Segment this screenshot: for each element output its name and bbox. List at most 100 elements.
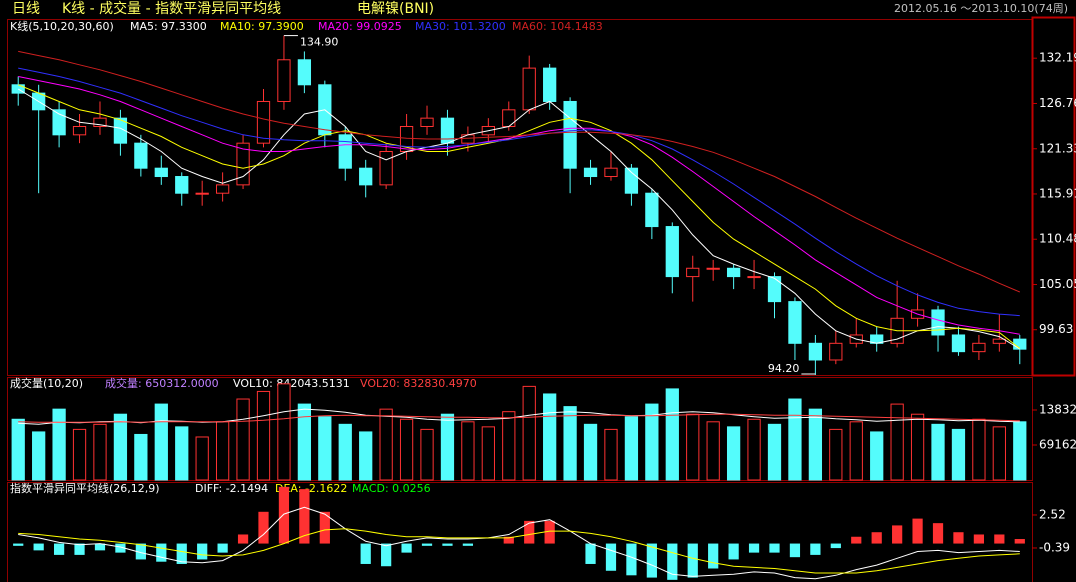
volume-bar [175,426,189,481]
macd-bar [830,543,841,549]
candle-body [604,167,618,178]
volume-bar [686,413,700,481]
macd-title: 指数平滑异同平均线(26,12,9) [10,481,160,495]
macd-bar [1014,539,1025,544]
legend-entry: MA60: 104.1483 [512,20,603,33]
candle-body [951,334,966,353]
candle-body [502,109,516,127]
macd-bar [33,543,44,551]
candle-body [195,192,209,195]
volume-bar [849,421,863,481]
macd-bar [932,523,944,544]
price-title: K线(5,10,20,30,60) [10,19,114,33]
y-tick-label: 115.91 [1039,186,1076,200]
macd-bar [524,520,535,544]
volume-bar [788,398,802,481]
macd-bar [94,543,106,551]
macd-bar [197,543,208,560]
symbol: 电解镍(BNI) [357,1,434,17]
volume-bar [1013,421,1027,481]
macd-bar [728,543,739,560]
macd-bar [892,525,903,544]
candle-body [420,117,434,127]
macd-bar [871,532,882,544]
volume-bar [256,390,271,481]
candle-body [72,125,87,136]
candle-body [992,338,1006,344]
volume-bar [359,431,373,481]
line [18,84,1021,349]
macd-bar [53,543,65,555]
volume-bar [808,408,823,481]
volume-bar [563,406,577,481]
candle-body [543,67,557,102]
date-range: 2012.05.16 ～2013.10.10(74周) [894,2,1068,15]
macd-bar [994,534,1005,544]
candle-body [134,142,148,169]
y-tick-label: -0.39 [1039,540,1070,554]
legend-entry: MA20: 99.0925 [318,20,402,33]
macd-bar [953,532,964,544]
candle-body [277,59,291,102]
macd-bar [769,543,780,553]
macd-bar [258,511,269,544]
candle-body [175,176,189,194]
candle-body [215,184,230,194]
legend-entry: VOL20: 832830.4970 [360,377,477,390]
volume-bar [645,403,659,481]
candle-body [154,167,168,178]
line [18,506,1020,580]
candle-body [972,342,986,353]
volume-bar [72,428,87,481]
volume-bar [134,433,148,481]
legend-entry: MA30: 101.3200 [415,20,506,33]
macd-bar [912,518,923,544]
macd-bar [115,543,126,553]
high-label: 134.90 [300,36,339,49]
macd-bar [789,543,801,558]
candle-body [256,100,271,144]
macd-bar [319,511,330,544]
macd-bar [421,543,433,546]
macd-bar [13,543,24,546]
legend-entry: DEA: -2.1622 [275,482,347,495]
macd-bar [646,543,657,578]
candle-body [1013,338,1027,350]
y-tick-label: 138324 [1039,402,1076,416]
y-tick-label: 105.05 [1039,277,1076,291]
candle-body [338,134,352,169]
candle-body [583,167,598,178]
macd-bar [135,543,146,560]
volume-bar [440,413,455,481]
y-tick-label: 69162 [1039,437,1076,451]
legend-entry: VOL10: 842043.5131 [233,377,350,390]
candle-body [686,267,700,278]
volume-bar [461,421,475,481]
volume-bar [624,416,639,481]
candle-body [726,267,741,278]
volume-bar [195,436,209,481]
volume-bar [297,403,312,481]
volume-bar [93,423,107,481]
legend-entry: DIFF: -2.1494 [195,482,268,495]
macd-bar [217,543,228,553]
volume-bar [113,413,128,481]
volume-bar [502,411,516,481]
y-tick-label: 126.76 [1039,96,1076,110]
candle-body [563,100,577,169]
volume-bar [767,423,782,481]
volume-bar [706,421,720,481]
y-tick-label: 110.48 [1039,232,1076,246]
macd-bar [278,486,290,544]
macd-panel-frame [7,482,1033,582]
volume-panel-frame [7,377,1033,481]
volume-bar [379,408,393,481]
legend-entry: 成交量: 650312.0000 [105,376,219,390]
volume-bar [583,423,598,481]
macd-bar [237,534,249,544]
macd-bar [810,543,821,555]
macd-bar [360,543,371,564]
low-label: 94.20 [768,362,800,375]
